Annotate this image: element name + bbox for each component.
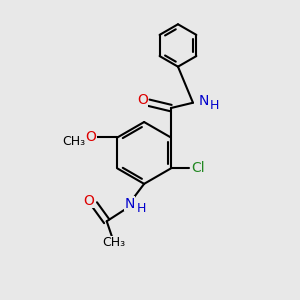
Text: O: O: [84, 194, 94, 208]
Text: H: H: [136, 202, 146, 214]
Text: H: H: [210, 99, 219, 112]
Text: N: N: [198, 94, 208, 108]
Text: CH₃: CH₃: [62, 134, 86, 148]
Text: O: O: [137, 93, 148, 107]
Text: N: N: [124, 196, 135, 211]
Text: Cl: Cl: [191, 161, 205, 176]
Text: O: O: [85, 130, 96, 145]
Text: CH₃: CH₃: [102, 236, 125, 249]
